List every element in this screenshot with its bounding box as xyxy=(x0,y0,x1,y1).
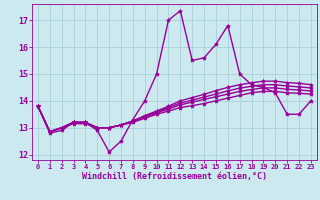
X-axis label: Windchill (Refroidissement éolien,°C): Windchill (Refroidissement éolien,°C) xyxy=(82,172,267,181)
